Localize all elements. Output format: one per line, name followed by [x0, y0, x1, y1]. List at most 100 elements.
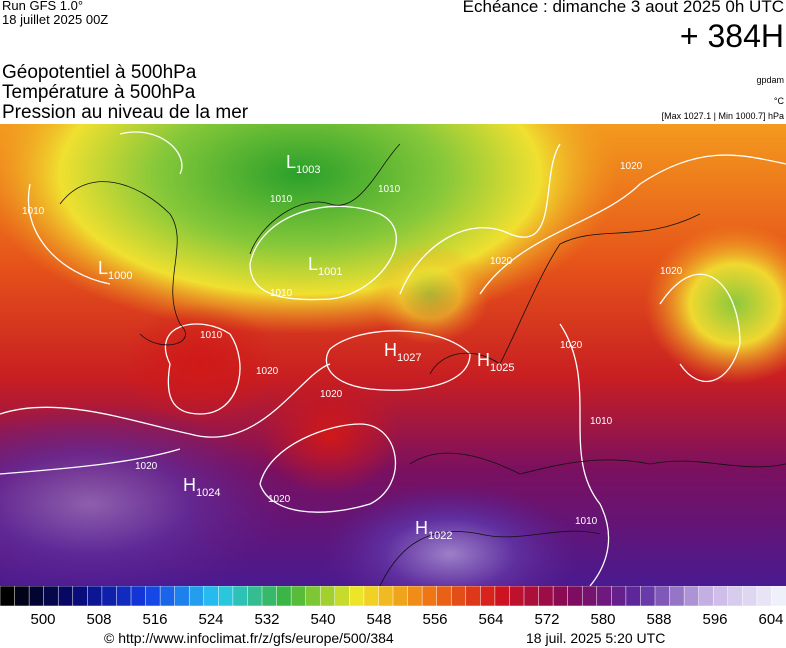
colorbar-swatch: [640, 586, 656, 607]
colorbar-swatch: [57, 586, 74, 607]
colorbar-tick-label: 572: [534, 611, 559, 628]
center-value: 1022: [428, 530, 452, 542]
colorbar-swatch: [581, 586, 598, 607]
center-letter: H: [477, 350, 490, 370]
isobar-label: 1020: [320, 389, 343, 400]
run-date: 18 juillet 2025 00Z: [2, 12, 109, 27]
colorbar-swatch: [450, 586, 467, 607]
colorbar-swatch: [87, 586, 103, 607]
unit: °C: [773, 96, 784, 106]
isobar-label: 1010: [575, 516, 598, 527]
colorbar-tick-label: 548: [366, 611, 391, 628]
coastlines: [59, 143, 786, 586]
colorbar-swatch: [625, 586, 642, 607]
colorbar-swatch: [392, 586, 409, 607]
colorbar-swatch: [727, 586, 744, 607]
cold-area: [645, 224, 786, 384]
isobar-label: 1020: [268, 494, 291, 505]
isobars: [0, 131, 786, 586]
colorbar-swatch: [552, 586, 569, 607]
horizon: + 384H: [679, 18, 784, 54]
colorbar-tick-label: 532: [254, 611, 279, 628]
legend-line: Température à 500hPa: [2, 82, 196, 103]
colorbar-swatch: [145, 586, 161, 607]
colorbar-swatch: [742, 586, 758, 607]
colorbar-swatch: [669, 586, 685, 607]
colorbar-swatch: [290, 586, 307, 607]
isobar-label: 1010: [200, 330, 223, 341]
colorbar-swatch: [712, 586, 729, 607]
colorbar-swatch: [523, 586, 540, 607]
pressure-center: L1000: [98, 258, 133, 282]
isobar-label: 1010: [270, 288, 293, 299]
colorbar-swatch: [261, 586, 278, 607]
colorbar-swatch: [72, 586, 89, 607]
colorbar-swatch: [203, 586, 220, 607]
colorbar-tick-label: 564: [478, 611, 503, 628]
center-letter: H: [384, 340, 397, 360]
legend-line: Géopotentiel à 500hPa: [2, 62, 197, 83]
colorbar-swatch: [465, 586, 482, 607]
center-letter: H: [415, 518, 428, 538]
colorbar-swatch: [436, 586, 452, 607]
colorbar-swatch: [509, 586, 525, 607]
center-letter: L: [98, 258, 108, 278]
run-label: Run GFS 1.0°: [2, 0, 84, 13]
colorbar-swatch: [159, 586, 176, 607]
isobar-label: 1020: [620, 161, 643, 172]
isobar-label: 1010: [378, 184, 401, 195]
warm-area: [120, 304, 280, 424]
pressure-center: H1025: [477, 350, 514, 374]
isobar-label: 1020: [135, 461, 158, 472]
warm-area: [260, 374, 400, 494]
footer-url: © http://www.infoclimat.fr/z/gfs/europe/…: [104, 630, 394, 646]
colorbar-swatch: [421, 586, 438, 607]
colorbar-swatch: [698, 586, 714, 607]
colorbar-swatch: [349, 586, 365, 607]
colorbar-tick-label: 580: [590, 611, 615, 628]
colorbar-tick-label: 604: [758, 611, 783, 628]
colorbar-swatch: [101, 586, 118, 607]
colorbar-swatch: [611, 586, 627, 607]
colorbar-swatch: [596, 586, 613, 607]
colorbar-swatch: [0, 586, 16, 607]
pressure-center: L1001: [308, 254, 343, 278]
center-letter: L: [308, 254, 318, 274]
colorbar-tick-label: 596: [702, 611, 727, 628]
colorbar-swatch: [756, 586, 773, 607]
colorbar-swatch: [567, 586, 583, 607]
colorbar-tick-label: 508: [86, 611, 111, 628]
isobar-label: 1010: [270, 194, 293, 205]
echeance: Echéance : dimanche 3 aout 2025 0h UTC: [462, 0, 784, 16]
colorbar-swatch: [363, 586, 380, 607]
isobar-label: 1020: [490, 256, 513, 267]
colorbar-swatch: [247, 586, 263, 607]
colorbar-swatch: [188, 586, 205, 607]
cold-area: [370, 244, 490, 344]
colorbar-swatch: [538, 586, 554, 607]
isobar-label: 1020: [560, 340, 583, 351]
colorbar-swatch: [43, 586, 59, 607]
colorbar-tick-label: 588: [646, 611, 671, 628]
colorbar-swatch: [480, 586, 496, 607]
center-value: 1001: [318, 266, 342, 278]
pressure-center: H1024: [183, 475, 220, 499]
isobar-label: 1020: [256, 366, 279, 377]
footer-time: 18 juil. 2025 5:20 UTC: [526, 630, 666, 646]
colorbar-swatch: [407, 586, 423, 607]
colorbar-swatch: [218, 586, 234, 607]
isobar-label: 1010: [22, 206, 45, 217]
center-value: 1027: [397, 352, 421, 364]
colorbar-swatch: [494, 586, 511, 607]
isobar-label: 1020: [660, 266, 683, 277]
extremes: [Max 1027.1 | Min 1000.7] hPa: [661, 111, 784, 121]
colorbar-swatch: [305, 586, 321, 607]
colorbar-swatch: [28, 586, 45, 607]
colorbar-swatch: [14, 586, 30, 607]
colorbar-tick-label: 516: [142, 611, 167, 628]
colorbar-tick-label: 524: [198, 611, 223, 628]
colorbar-swatch: [378, 586, 394, 607]
colorbar-swatch: [654, 586, 671, 607]
center-letter: L: [286, 152, 296, 172]
